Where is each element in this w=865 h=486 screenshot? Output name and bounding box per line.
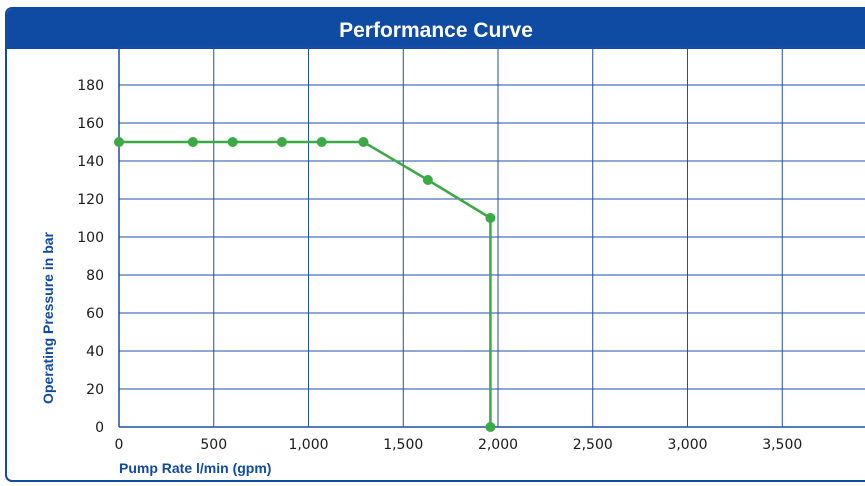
x-axis-label: Pump Rate l/min (gpm)	[119, 460, 271, 476]
chart-title: Performance Curve	[7, 9, 865, 49]
x-tick-label: 2,500	[573, 437, 613, 453]
x-tick-label: 1,000	[288, 437, 328, 453]
data-point	[276, 137, 287, 147]
x-tick-labels: 0 500 1,000 1,500 2,000 2,500 3,000 3,500	[115, 437, 803, 453]
x-tick-label: 1,500	[383, 437, 423, 453]
x-tick-label: 2,000	[478, 437, 518, 453]
y-tick-label: 180	[77, 78, 104, 94]
y-tick-label: 20	[86, 382, 104, 398]
x-tick-label: 3,000	[667, 437, 707, 453]
data-point	[485, 213, 496, 223]
data-point	[227, 137, 238, 147]
y-tick-label: 40	[86, 344, 104, 360]
x-tick-label: 3,500	[762, 437, 802, 453]
y-tick-label: 120	[77, 192, 104, 208]
series-line	[119, 140, 492, 427]
y-axis-label: Operating Pressure in bar	[40, 231, 56, 403]
data-point	[316, 137, 327, 147]
y-tick-label: 80	[86, 268, 104, 284]
y-tick-labels: 0 20 40 60 80 100 120 140 160 180	[77, 78, 104, 436]
data-point	[485, 422, 496, 432]
x-tick-label: 500	[200, 437, 227, 453]
data-point	[358, 137, 369, 147]
series-layer	[114, 137, 496, 432]
chart-frame: Performance Curve	[5, 7, 865, 482]
x-tick-label: 0	[115, 437, 124, 453]
y-tick-label: 140	[77, 154, 104, 170]
y-tick-label: 0	[95, 420, 104, 436]
y-tick-label: 100	[77, 230, 104, 246]
data-point	[114, 137, 124, 147]
y-tick-label: 60	[86, 306, 104, 322]
grid	[118, 46, 865, 428]
data-point	[422, 175, 433, 185]
data-point	[187, 137, 198, 147]
y-tick-label: 160	[77, 116, 104, 132]
